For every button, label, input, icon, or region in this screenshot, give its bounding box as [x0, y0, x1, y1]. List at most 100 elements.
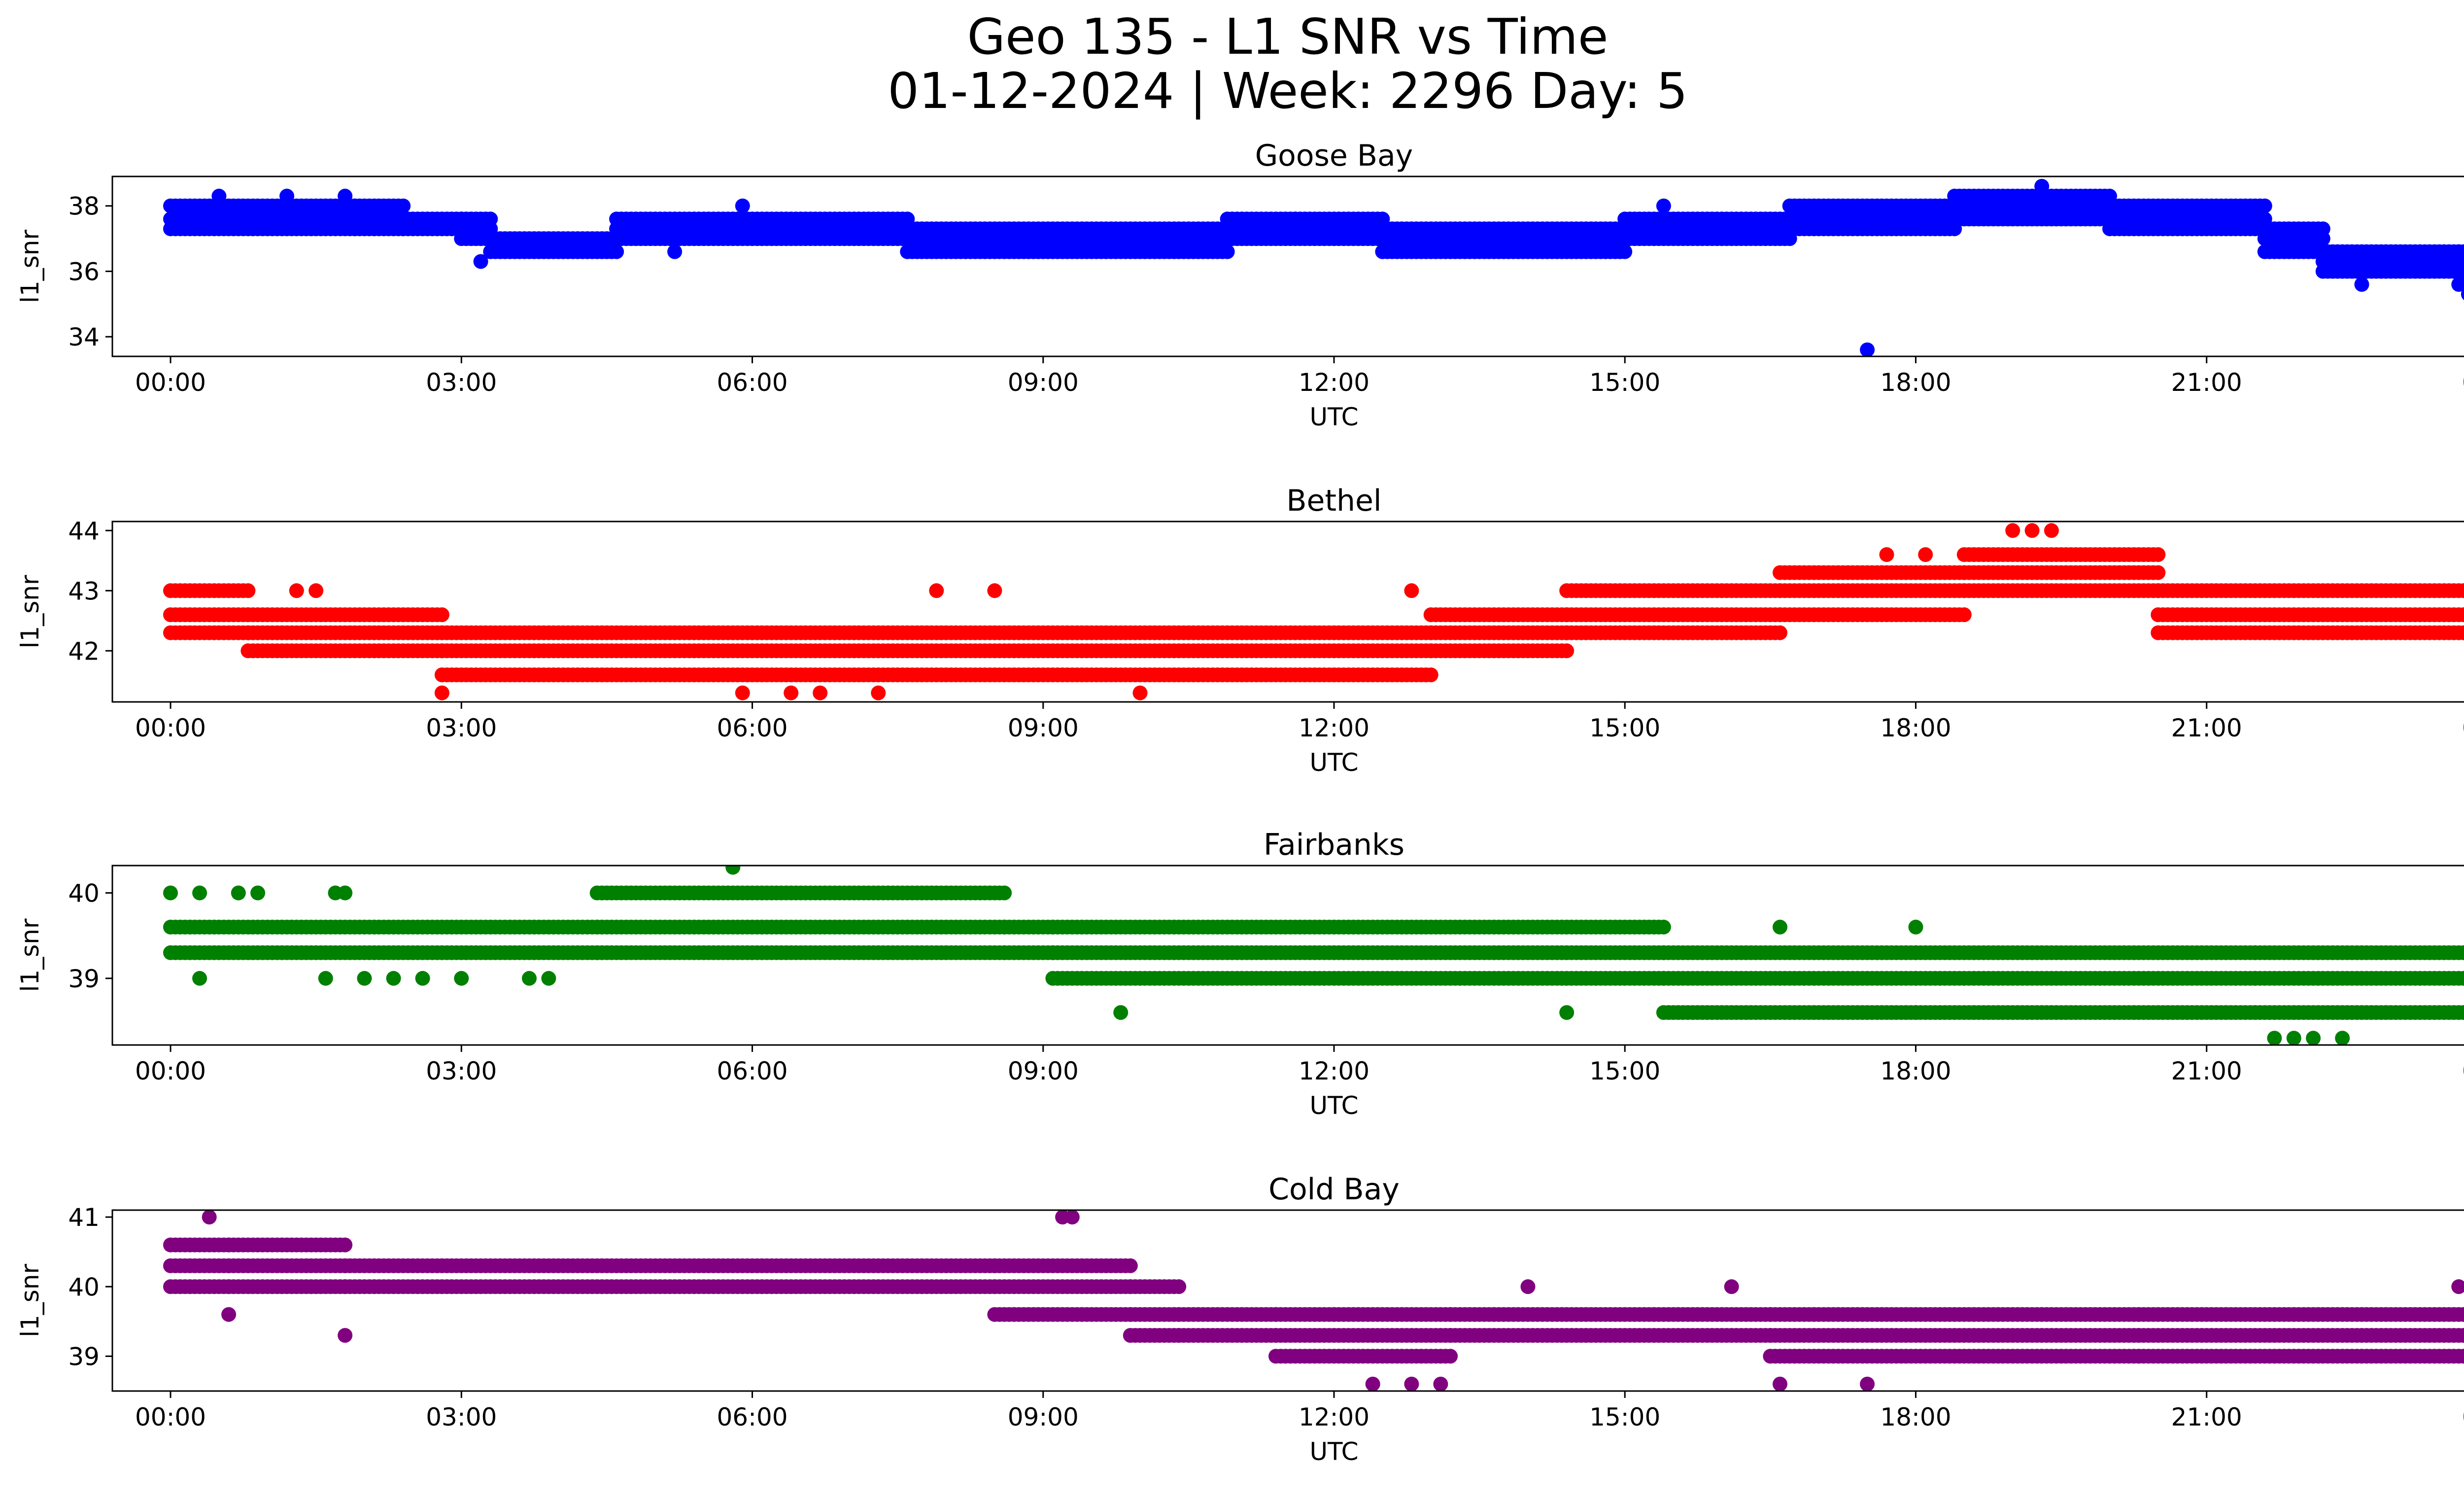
data-point	[338, 189, 352, 204]
x-tick-label: 18:00	[1880, 714, 1951, 742]
data-point	[871, 686, 886, 700]
data-point	[2355, 277, 2369, 292]
data-point	[250, 886, 265, 901]
data-point	[192, 886, 207, 901]
data-point	[667, 244, 682, 259]
data-point	[338, 1238, 352, 1253]
data-point	[2316, 221, 2330, 236]
data-point	[2335, 1031, 2350, 1045]
data-point	[474, 254, 488, 269]
scatter-series	[163, 1210, 2464, 1392]
data-point	[289, 583, 304, 598]
x-tick-label: 09:00	[1008, 368, 1079, 397]
y-tick-label: 43	[68, 577, 100, 605]
data-point	[929, 583, 944, 598]
x-tick-label: 15:00	[1589, 714, 1660, 742]
data-point	[1909, 920, 1923, 935]
data-point	[2044, 523, 2059, 538]
x-tick-label: 06:00	[717, 368, 787, 397]
data-point	[279, 189, 294, 204]
y-axis-label: l1_snr	[16, 230, 44, 303]
x-axis-label: UTC	[1309, 748, 1358, 777]
data-point	[163, 886, 178, 901]
data-point	[735, 199, 750, 213]
scatter-series	[163, 523, 2464, 700]
data-point	[1617, 244, 1632, 259]
data-point	[2287, 1031, 2301, 1045]
data-point	[784, 686, 798, 700]
x-tick-label: 12:00	[1299, 368, 1369, 397]
x-tick-label: 00:00	[2462, 368, 2464, 397]
data-point	[338, 886, 352, 901]
x-tick-label: 15:00	[1589, 368, 1660, 397]
x-tick-label: 15:00	[1589, 1057, 1660, 1085]
subplot-title: Fairbanks	[1264, 828, 1404, 862]
data-point	[308, 583, 323, 598]
data-point	[522, 971, 537, 986]
x-tick-label: 18:00	[1880, 1057, 1951, 1085]
data-point	[1220, 244, 1235, 259]
data-point	[2258, 199, 2272, 213]
data-point	[735, 686, 750, 700]
y-tick-label: 44	[68, 517, 100, 545]
data-point	[1860, 343, 1875, 357]
data-point	[1880, 547, 1894, 562]
data-point	[1559, 643, 1574, 658]
x-tick-label: 12:00	[1299, 714, 1369, 742]
x-tick-label: 00:00	[135, 714, 206, 742]
data-point	[813, 686, 827, 700]
x-tick-label: 03:00	[426, 1057, 497, 1085]
x-tick-label: 09:00	[1008, 1057, 1079, 1085]
data-point	[415, 971, 430, 986]
data-point	[1957, 607, 1972, 622]
scatter-series	[163, 860, 2464, 1046]
data-point	[2005, 523, 2020, 538]
data-point	[1171, 1279, 1186, 1294]
data-point	[386, 971, 401, 986]
data-point	[1918, 547, 1933, 562]
x-tick-label: 21:00	[2171, 714, 2242, 742]
x-tick-label: 00:00	[2462, 714, 2464, 742]
figure-title: Geo 135 - L1 SNR vs Time	[0, 12, 2464, 62]
y-tick-label: 40	[68, 879, 100, 907]
x-tick-label: 06:00	[717, 714, 787, 742]
data-point	[541, 971, 556, 986]
scatter-series	[163, 179, 2464, 357]
data-point	[483, 211, 498, 226]
x-tick-label: 00:00	[2462, 1057, 2464, 1085]
y-axis-label: l1_snr	[16, 575, 44, 648]
data-point	[192, 971, 207, 986]
data-point	[240, 583, 255, 598]
data-point	[357, 971, 372, 986]
x-tick-label: 00:00	[135, 368, 206, 397]
y-tick-label: 39	[68, 965, 100, 993]
data-point	[211, 189, 226, 204]
x-tick-label: 00:00	[135, 1057, 206, 1085]
x-tick-label: 21:00	[2171, 1057, 2242, 1085]
data-point	[2034, 179, 2049, 194]
data-point	[396, 199, 411, 213]
data-point	[1773, 626, 1787, 640]
x-tick-label: 18:00	[1880, 368, 1951, 397]
data-point	[454, 971, 469, 986]
data-point	[2151, 565, 2165, 580]
data-point	[318, 971, 333, 986]
y-tick-label: 42	[68, 637, 100, 665]
data-point	[1133, 686, 1148, 700]
subplot-title: Goose Bay	[1255, 139, 1413, 173]
data-point	[2151, 547, 2165, 562]
data-point	[2025, 523, 2040, 538]
data-point	[987, 583, 1002, 598]
data-point	[2267, 1031, 2282, 1045]
data-point	[231, 886, 246, 901]
data-point	[725, 860, 740, 875]
data-point	[1288, 211, 1302, 226]
data-point	[435, 686, 449, 700]
figure-subtitle: 01-12-2024 | Week: 2296 Day: 5	[0, 67, 2464, 116]
data-point	[2306, 1031, 2321, 1045]
